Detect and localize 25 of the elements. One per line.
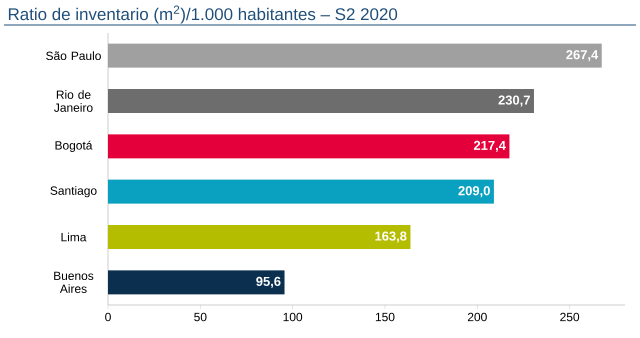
- bar: [108, 270, 285, 294]
- data-label: 267,4: [566, 50, 598, 62]
- bar: [108, 225, 410, 250]
- x-tick-label: 0: [105, 312, 111, 322]
- bar: [108, 44, 602, 68]
- x-tick-label: 50: [194, 312, 207, 322]
- data-label: 209,0: [458, 186, 490, 198]
- y-tick-label: Rio de Janeiro: [54, 90, 93, 112]
- data-label: 163,8: [375, 231, 407, 243]
- bar: [108, 89, 534, 113]
- chart-title: Ratio de inventario (m$^{2}$)/1.000 habitantes – S2 2020: [8, 6, 398, 24]
- y-tick-label: Lima: [62, 232, 86, 242]
- x-tick-label: 100: [284, 312, 302, 322]
- x-tick-label: 150: [376, 312, 394, 322]
- data-label: 217,4: [474, 140, 506, 152]
- x-tick-label: 250: [560, 312, 580, 322]
- y-tick-label: Bogotá: [56, 140, 92, 152]
- bar: [108, 180, 494, 204]
- y-tick-label: São Paulo: [46, 51, 101, 60]
- bar: [108, 134, 510, 158]
- data-label: 230,7: [498, 95, 530, 107]
- y-tick-label: Santiago: [50, 186, 97, 198]
- data-label: 95,6: [256, 276, 281, 288]
- x-tick-label: 200: [468, 312, 487, 322]
- y-tick-label: Buenos Aires: [54, 272, 94, 293]
